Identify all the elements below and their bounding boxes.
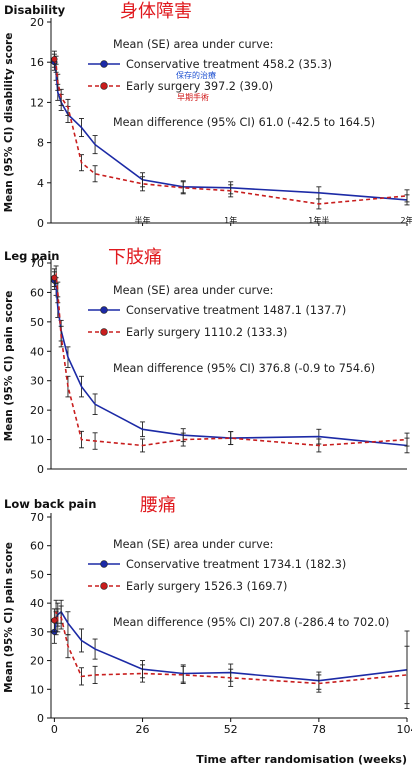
- series-early-surgery: [51, 599, 410, 705]
- x-tick-annotation: 1年: [224, 215, 237, 225]
- legend: Mean (SE) area under curve: Conservative …: [88, 284, 375, 375]
- x-tick-annotation: 2年: [400, 215, 412, 225]
- y-tick-label: 20: [30, 404, 44, 417]
- legend-footer: Mean difference (95% CI) 61.0 (-42.5 to …: [113, 116, 375, 129]
- y-tick-label: 10: [30, 683, 44, 696]
- legend-marker: [100, 560, 108, 568]
- error-bar: [180, 181, 186, 195]
- series-line: [53, 280, 408, 447]
- error-bar: [228, 431, 234, 446]
- y-tick-label: 12: [30, 96, 44, 109]
- series-line: [53, 611, 408, 685]
- x-axis-label: Time after randomisation (weeks): [196, 753, 407, 766]
- error-bar: [180, 665, 186, 684]
- y-tick-label: 0: [37, 712, 44, 725]
- y-tick-label: 0: [37, 217, 44, 230]
- y-tick-label: 60: [30, 540, 44, 553]
- error-bar: [140, 664, 146, 683]
- panel-title: Low back pain: [4, 497, 96, 511]
- panel-title: Disability: [4, 3, 66, 17]
- error-bar: [92, 165, 98, 183]
- legend-annotation: 保存的治療: [176, 70, 216, 80]
- y-tick-label: 20: [30, 16, 44, 29]
- data-point: [51, 617, 58, 624]
- y-tick-label: 60: [30, 286, 44, 299]
- x-tick-annotation: 1年半: [308, 215, 329, 225]
- panel-title-annotation: 身体障害: [120, 1, 192, 22]
- chart-panel-3: 0 10 20 30 40 50 60 70 0 26 52 78 104 Mean (95% CI) p…: [3, 495, 412, 766]
- error-bar: [404, 189, 410, 203]
- error-bar: [404, 645, 410, 705]
- x-tick-annotation: 半年: [135, 215, 151, 225]
- y-tick-label: 30: [30, 626, 44, 639]
- panel-title-annotation: 下肢痛: [108, 247, 162, 268]
- y-tick-label: 8: [37, 137, 44, 150]
- y-tick-label: 16: [30, 56, 44, 69]
- legend-marker: [100, 328, 108, 336]
- legend-header: Mean (SE) area under curve:: [113, 284, 273, 297]
- legend-footer: Mean difference (95% CI) 207.8 (-286.4 t…: [113, 616, 389, 629]
- legend-entry: Conservative treatment 1734.1 (182.3): [126, 558, 346, 571]
- series-line: [53, 272, 408, 447]
- x-tick-label: 52: [224, 723, 238, 736]
- legend-footer: Mean difference (95% CI) 376.8 (-0.9 to …: [113, 362, 375, 375]
- y-axis-label: Mean (95% CI) pain score: [3, 542, 15, 693]
- x-tick-label: 26: [136, 723, 150, 736]
- legend-entry: Early surgery 397.2 (39.0): [126, 80, 273, 93]
- y-tick-label: 50: [30, 568, 44, 581]
- legend: Mean (SE) area under curve: Conservative …: [88, 38, 375, 129]
- panel-title-annotation: 腰痛: [140, 495, 176, 516]
- legend-header: Mean (SE) area under curve:: [113, 38, 273, 51]
- chart-panel-1: 0 4 8 12 16 20 半年 1年 1年半 2年 Mean (95% CI) disabili…: [3, 1, 412, 230]
- legend-entry: Early surgery 1110.2 (133.3): [126, 326, 287, 339]
- legend: Mean (SE) area under curve: Conservative …: [88, 538, 389, 629]
- legend-marker: [100, 582, 108, 590]
- error-bar: [180, 432, 186, 447]
- y-tick-label: 0: [37, 463, 44, 476]
- legend-marker: [100, 60, 108, 68]
- y-tick-label: 50: [30, 316, 44, 329]
- y-axis-label: Mean (95% CI) pain score: [3, 291, 15, 442]
- legend-header: Mean (SE) area under curve:: [113, 538, 273, 551]
- y-tick-label: 10: [30, 434, 44, 447]
- chart-panel-2: 0 10 20 30 40 50 60 70 Mean (95% CI) pain score L…: [3, 247, 410, 476]
- error-bar: [404, 432, 410, 447]
- data-point: [51, 274, 58, 281]
- legend-entry: Early surgery 1526.3 (169.7): [126, 580, 287, 593]
- y-tick-label: 20: [30, 655, 44, 668]
- y-tick-label: 40: [30, 345, 44, 358]
- x-tick-label: 104: [397, 723, 412, 736]
- y-axis-label: Mean (95% CI) disability score: [3, 33, 15, 213]
- series-early-surgery: [51, 50, 410, 210]
- x-tick-label: 78: [312, 723, 326, 736]
- panel-title: Leg pain: [4, 249, 59, 263]
- x-tick-label: 0: [51, 723, 58, 736]
- error-bar: [140, 176, 146, 192]
- y-tick-label: 40: [30, 597, 44, 610]
- series-early-surgery: [51, 265, 410, 453]
- y-tick-label: 70: [30, 511, 44, 524]
- data-point: [51, 56, 58, 63]
- legend-marker: [100, 306, 108, 314]
- legend-entry: Conservative treatment 458.2 (35.3): [126, 58, 332, 71]
- series-conservative: [51, 53, 410, 206]
- legend-annotation: 早期手術: [177, 92, 209, 102]
- legend-entry: Conservative treatment 1487.1 (137.7): [126, 304, 346, 317]
- y-tick-label: 30: [30, 375, 44, 388]
- y-tick-label: 70: [30, 257, 44, 270]
- legend-marker: [100, 82, 108, 90]
- y-tick-label: 4: [37, 177, 44, 190]
